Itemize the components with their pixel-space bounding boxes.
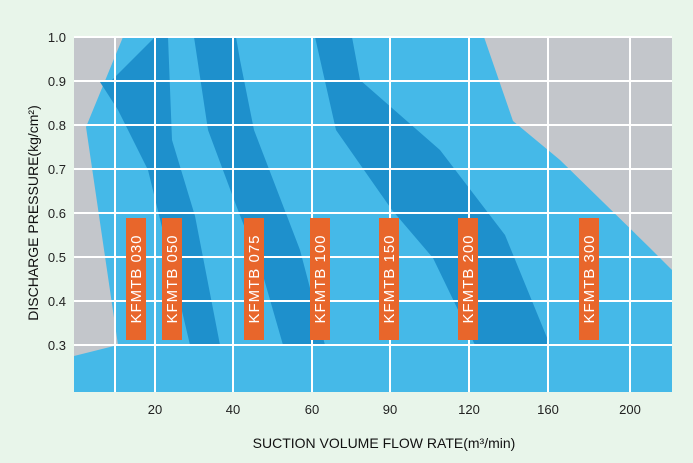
y-axis-title: DISCHARGE PRESSURE(kg/cm²) [25, 105, 41, 320]
band-kfmtb-050-dark [100, 37, 220, 345]
model-labels: KFMTB 030 KFMTB 050 KFMTB 075 KFMTB 100 KFMT… [126, 218, 599, 340]
x-tick-label: 40 [226, 402, 240, 417]
band-kfmtb-100-dark [194, 37, 325, 345]
band-kfmtb-200-dark [315, 37, 550, 345]
series-label-tag [126, 218, 146, 340]
series-label: KFMTB 150 [379, 218, 399, 340]
series-label-tag [579, 218, 599, 340]
y-tick-label: 0.8 [48, 118, 66, 133]
y-tick-label: 0.3 [48, 338, 66, 353]
x-tick-label: 160 [537, 402, 559, 417]
series-label-text: KFMTB 030 [128, 234, 145, 323]
y-tick-label: 0.6 [48, 206, 66, 221]
series-label-tag [458, 218, 478, 340]
x-tick-label: 120 [458, 402, 480, 417]
y-tick-label: 0.9 [48, 74, 66, 89]
series-label: KFMTB 050 [162, 218, 182, 340]
series-label-text: KFMTB 150 [381, 234, 398, 323]
series-label-text: KFMTB 100 [312, 234, 329, 323]
x-axis-title: SUCTION VOLUME FLOW RATE(m³/min) [253, 435, 516, 451]
series-label: KFMTB 075 [244, 218, 264, 340]
series-label-tag [162, 218, 182, 340]
y-tick-label: 0.7 [48, 162, 66, 177]
grid-lines [74, 36, 672, 392]
x-tick-label: 20 [148, 402, 162, 417]
series-label: KFMTB 030 [126, 218, 146, 340]
series-label-text: KFMTB 050 [164, 234, 181, 323]
series-label-tag [310, 218, 330, 340]
x-tick-labels: 20 40 60 90 120 160 200 [148, 402, 641, 417]
series-label-tag [379, 218, 399, 340]
x-tick-label: 90 [383, 402, 397, 417]
series-label-text: KFMTB 300 [581, 234, 598, 323]
x-tick-label: 200 [619, 402, 641, 417]
series-label: KFMTB 200 [458, 218, 478, 340]
series-label-tag [244, 218, 264, 340]
y-tick-label: 0.5 [48, 250, 66, 265]
series-label: KFMTB 100 [310, 218, 330, 340]
series-label-text: KFMTB 075 [246, 234, 263, 323]
y-tick-labels: 0.3 0.4 0.5 0.6 0.7 0.8 0.9 1.0 [48, 30, 66, 353]
x-tick-label: 60 [305, 402, 319, 417]
series-label: KFMTB 300 [579, 218, 599, 340]
y-tick-label: 1.0 [48, 30, 66, 45]
series-label-text: KFMTB 200 [460, 234, 477, 323]
y-tick-label: 0.4 [48, 294, 66, 309]
